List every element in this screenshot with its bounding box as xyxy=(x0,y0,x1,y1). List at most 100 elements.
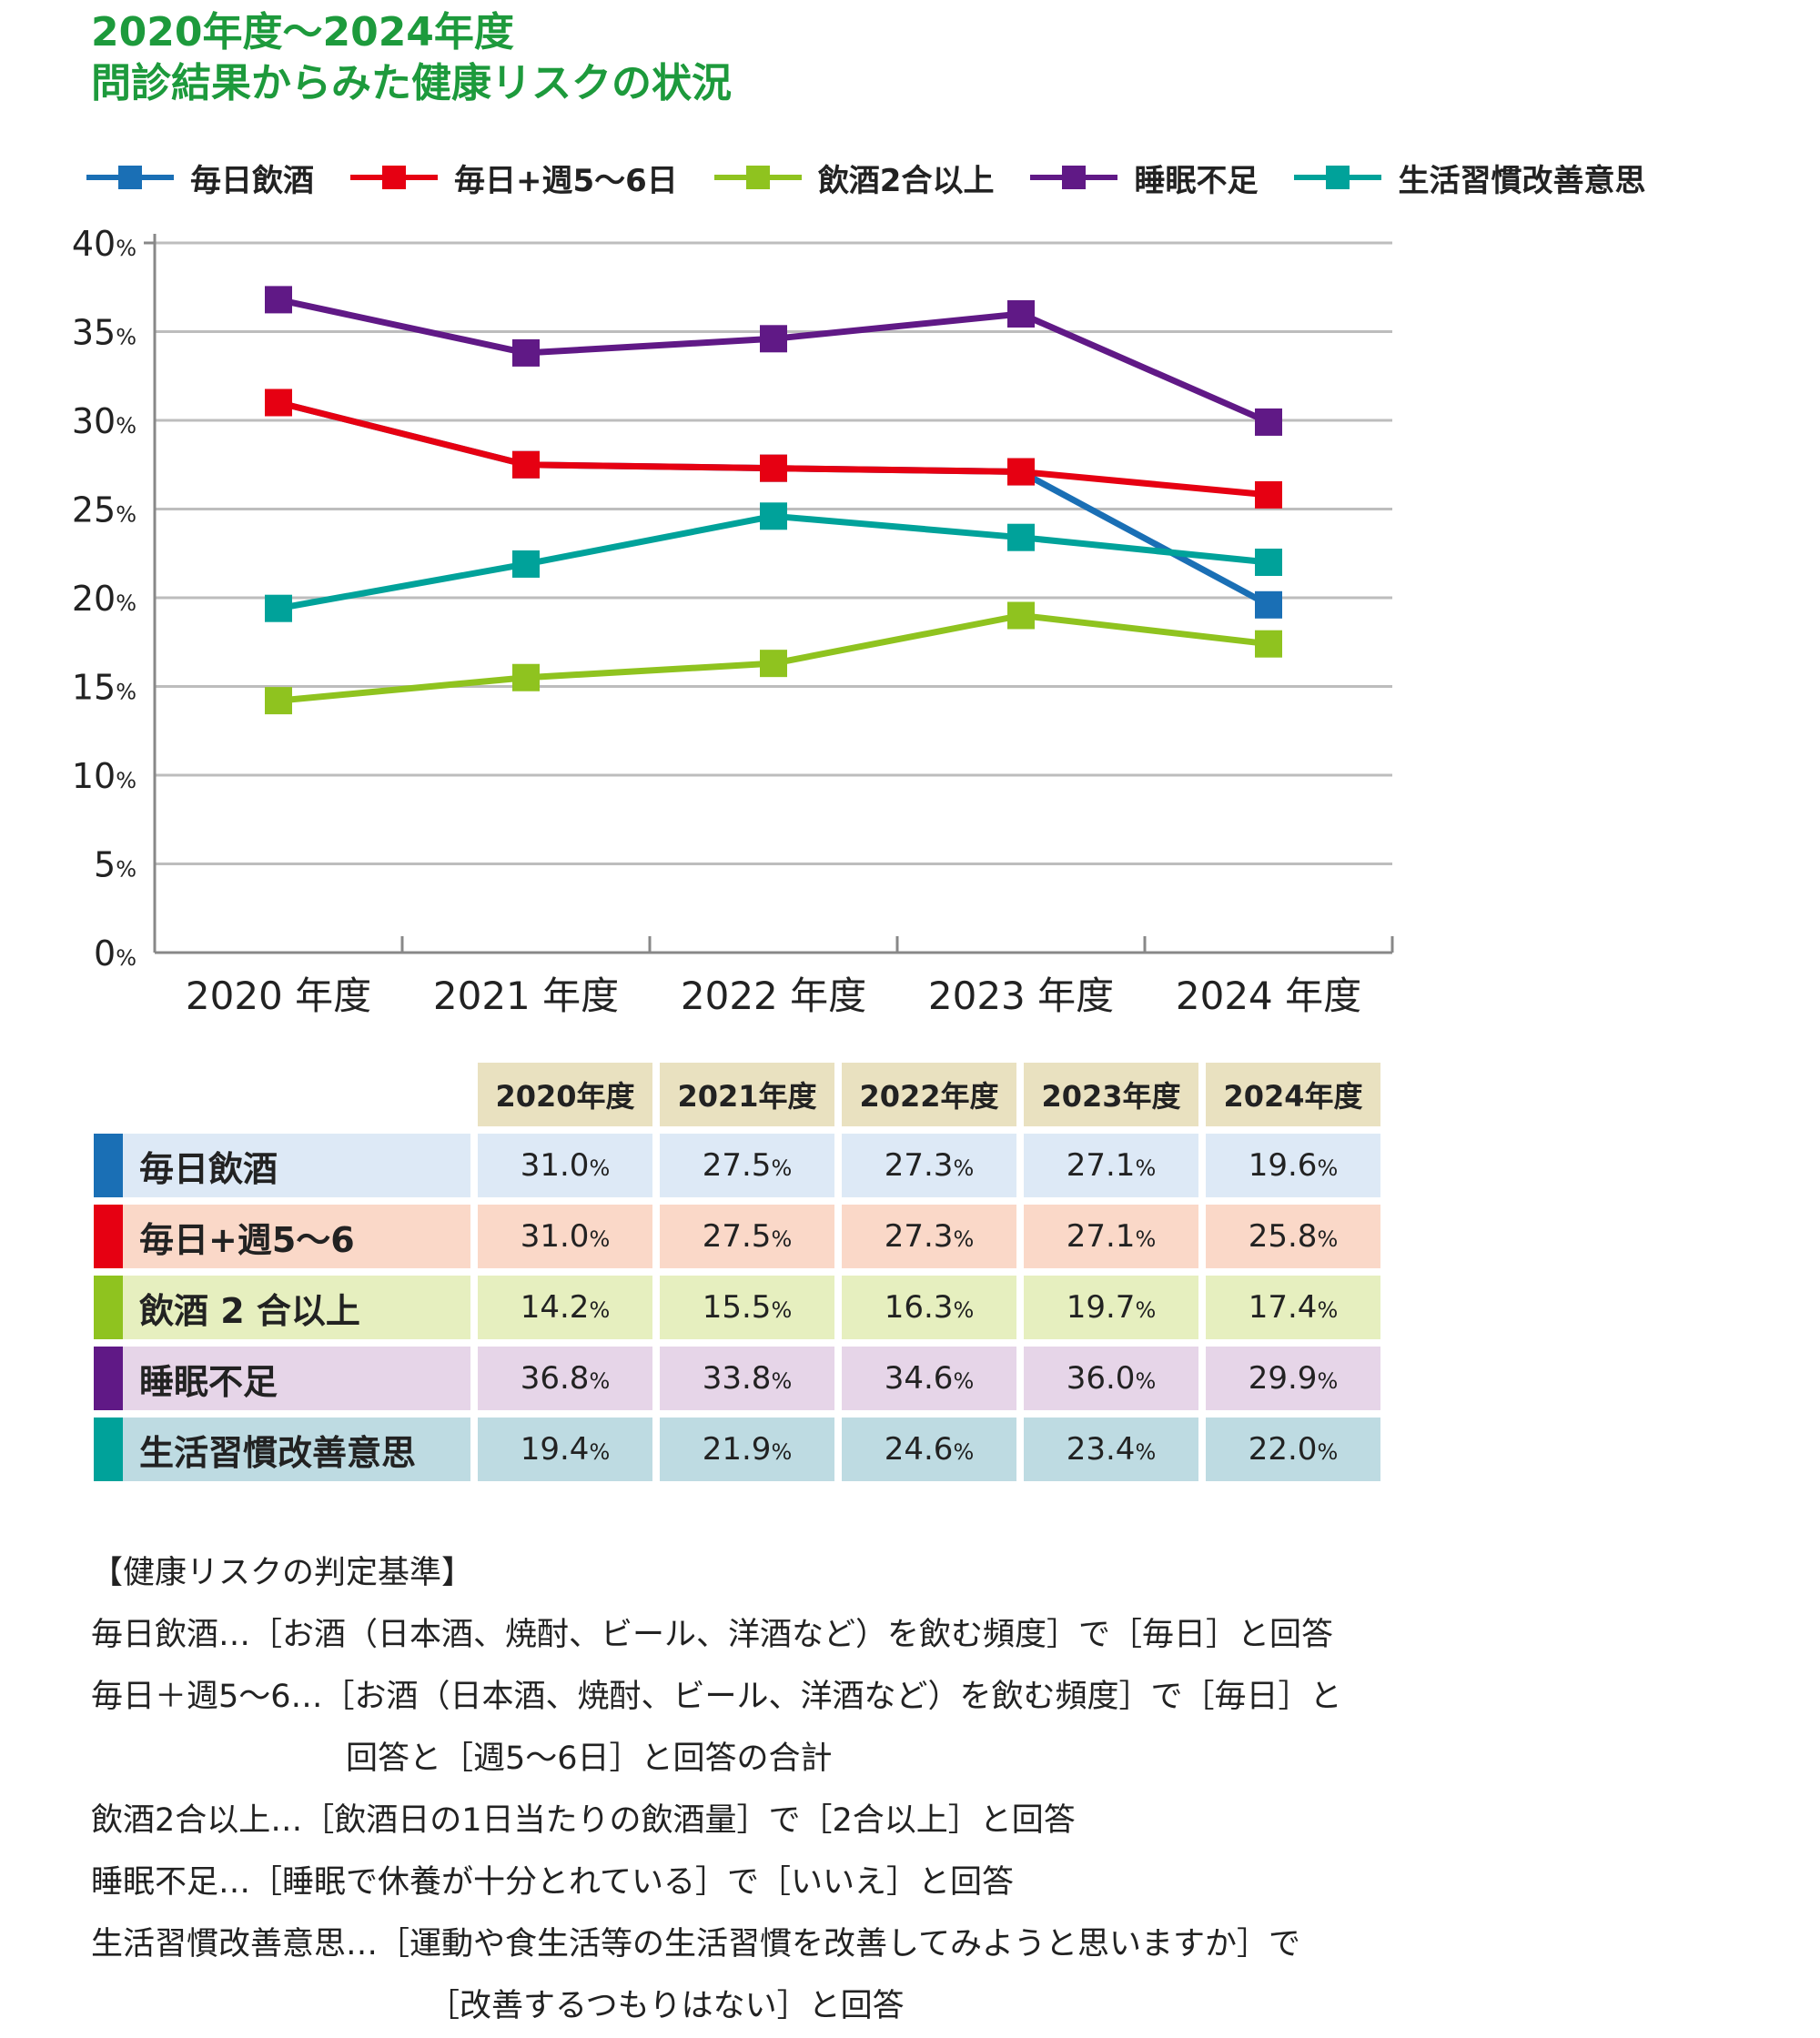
table-cell: 31.0% xyxy=(478,1205,652,1268)
table-cell: 23.4% xyxy=(1024,1418,1198,1481)
table-cell: 19.7% xyxy=(1024,1276,1198,1339)
legend-label: 睡眠不足 xyxy=(1134,162,1259,199)
data-point xyxy=(760,650,787,678)
row-color-marker xyxy=(94,1205,123,1268)
data-point xyxy=(512,450,540,479)
title-line-1: 2020年度〜2024年度 xyxy=(91,9,514,55)
table-row: 毎日飲酒 31.0% 27.5% 27.3% 27.1% 19.6% xyxy=(94,1134,1380,1197)
table-cell: 24.6% xyxy=(842,1418,1016,1481)
data-point xyxy=(760,454,787,482)
criteria-line-lifestyle-cont: ［改善するつもりはない］と回答 xyxy=(428,1988,905,2024)
title-line-2: 問診結果からみた健康リスクの状況 xyxy=(91,60,732,106)
criteria-line-sleep: 睡眠不足…［睡眠で休養が十分とれている］で［いいえ］と回答 xyxy=(91,1864,1014,1901)
criteria-line-drinking-amount: 飲酒2合以上…［飲酒日の1日当たりの飲酒量］で［2合以上］と回答 xyxy=(91,1802,1076,1839)
table-row: 飲酒 2 合以上 14.2% 15.5% 16.3% 19.7% 17.4% xyxy=(94,1276,1380,1339)
y-tick-label: 25% xyxy=(72,490,136,530)
table-cell: 15.5% xyxy=(660,1276,834,1339)
criteria-line-daily-weekly: 毎日＋週5〜6…［お酒（日本酒、焼酎、ビール、洋酒など）を飲む頻度］で［毎日］と xyxy=(91,1679,1342,1715)
data-point xyxy=(1255,408,1282,436)
table-row: 生活習慣改善意思 19.4% 21.9% 24.6% 23.4% 22.0% xyxy=(94,1418,1380,1481)
data-point xyxy=(512,663,540,691)
data-point xyxy=(1255,549,1282,576)
criteria-line-daily-weekly-cont: 回答と［週5〜6日］と回答の合計 xyxy=(346,1740,833,1777)
data-point xyxy=(1255,590,1282,619)
row-label: 睡眠不足 xyxy=(123,1347,470,1410)
legend-label: 毎日飲酒 xyxy=(190,162,314,199)
row-label-cell: 生活習慣改善意思 xyxy=(94,1418,470,1481)
table-cell: 27.5% xyxy=(660,1134,834,1197)
row-label: 飲酒 2 合以上 xyxy=(123,1276,470,1339)
legend-label: 毎日+週5〜6日 xyxy=(454,162,678,199)
x-tick-label: 2023 年度 xyxy=(928,974,1114,1018)
row-label-cell: 飲酒 2 合以上 xyxy=(94,1276,470,1339)
legend-swatch xyxy=(86,164,174,191)
table-row: 毎日+週5〜6 31.0% 27.5% 27.3% 27.1% 25.8% xyxy=(94,1205,1380,1268)
table-corner xyxy=(94,1063,470,1126)
y-tick-label: 30% xyxy=(72,401,136,441)
criteria-section: 【健康リスクの判定基準】 毎日飲酒…［お酒（日本酒、焼酎、ビール、洋酒など）を飲… xyxy=(91,1542,1342,2037)
table-column-header: 2024年度 xyxy=(1206,1063,1380,1126)
table-column-header: 2020年度 xyxy=(478,1063,652,1126)
legend-item: 毎日飲酒 xyxy=(86,156,314,200)
data-point xyxy=(760,502,787,530)
x-tick-label: 2022 年度 xyxy=(681,974,866,1018)
table-cell: 27.3% xyxy=(842,1134,1016,1197)
row-color-marker xyxy=(94,1276,123,1339)
table-cell: 27.1% xyxy=(1024,1134,1198,1197)
table-cell: 29.9% xyxy=(1206,1347,1380,1410)
data-point xyxy=(1007,458,1035,486)
table-cell: 36.0% xyxy=(1024,1347,1198,1410)
line-chart: 0% 5% 10% 15% 20% 25% 30% 35% 40% 2020 年度 2021 年度 2… xyxy=(72,224,1394,1018)
table-cell: 27.3% xyxy=(842,1205,1016,1268)
chart-title: 2020年度〜2024年度 問診結果からみた健康リスクの状況 xyxy=(91,7,732,109)
series-line xyxy=(278,296,1270,426)
table-cell: 27.5% xyxy=(660,1205,834,1268)
legend: 毎日飲酒 毎日+週5〜6日 飲酒2合以上 睡眠不足 生活習慣改善意思 xyxy=(86,155,1682,200)
legend-label: 生活習慣改善意思 xyxy=(1398,162,1646,199)
data-point xyxy=(265,286,292,314)
table-cell: 16.3% xyxy=(842,1276,1016,1339)
criteria-heading: 【健康リスクの判定基準】 xyxy=(91,1555,474,1591)
legend-item: 睡眠不足 xyxy=(1030,156,1258,200)
data-point xyxy=(512,550,540,578)
table-column-header: 2023年度 xyxy=(1024,1063,1198,1126)
criteria-line-daily: 毎日飲酒…［お酒（日本酒、焼酎、ビール、洋酒など）を飲む頻度］で［毎日］と回答 xyxy=(91,1617,1334,1653)
row-color-marker xyxy=(94,1134,123,1197)
series-line xyxy=(278,512,1269,612)
table-header-row: 2020年度 2021年度 2022年度 2023年度 2024年度 xyxy=(94,1063,1380,1126)
row-label: 毎日+週5〜6 xyxy=(123,1205,470,1268)
table-cell: 36.8% xyxy=(478,1347,652,1410)
table-cell: 19.4% xyxy=(478,1418,652,1481)
legend-swatch xyxy=(1294,164,1382,191)
table-cell: 33.8% xyxy=(660,1347,834,1410)
legend-item: 生活習慣改善意思 xyxy=(1294,156,1645,200)
table-cell: 25.8% xyxy=(1206,1205,1380,1268)
table-column-header: 2021年度 xyxy=(660,1063,834,1126)
data-point xyxy=(1007,601,1035,630)
row-label-cell: 睡眠不足 xyxy=(94,1347,470,1410)
table-column-header: 2022年度 xyxy=(842,1063,1016,1126)
row-label-cell: 毎日+週5〜6 xyxy=(94,1205,470,1268)
data-point xyxy=(1255,630,1282,658)
row-color-marker xyxy=(94,1347,123,1410)
data-table: 2020年度 2021年度 2022年度 2023年度 2024年度 毎日飲酒 31.0%… xyxy=(86,1055,1388,1488)
y-tick-label: 10% xyxy=(72,756,136,796)
legend-swatch xyxy=(350,164,438,191)
table-cell: 17.4% xyxy=(1206,1276,1380,1339)
row-label: 毎日飲酒 xyxy=(123,1134,470,1197)
data-point xyxy=(1007,300,1035,328)
legend-swatch xyxy=(1030,164,1118,191)
y-tick-label: 5% xyxy=(94,845,136,885)
x-tick-label: 2024 年度 xyxy=(1176,974,1361,1018)
table-cell: 31.0% xyxy=(478,1134,652,1197)
legend-item: 毎日+週5〜6日 xyxy=(350,156,678,200)
data-point xyxy=(1255,480,1282,509)
y-tick-label: 15% xyxy=(72,668,136,708)
data-point xyxy=(265,687,292,715)
table-cell: 19.6% xyxy=(1206,1134,1380,1197)
legend-item: 飲酒2合以上 xyxy=(713,156,994,200)
table-cell: 22.0% xyxy=(1206,1418,1380,1481)
row-label: 生活習慣改善意思 xyxy=(123,1418,470,1481)
x-tick-label: 2021 年度 xyxy=(433,974,619,1018)
legend-swatch xyxy=(713,164,802,191)
